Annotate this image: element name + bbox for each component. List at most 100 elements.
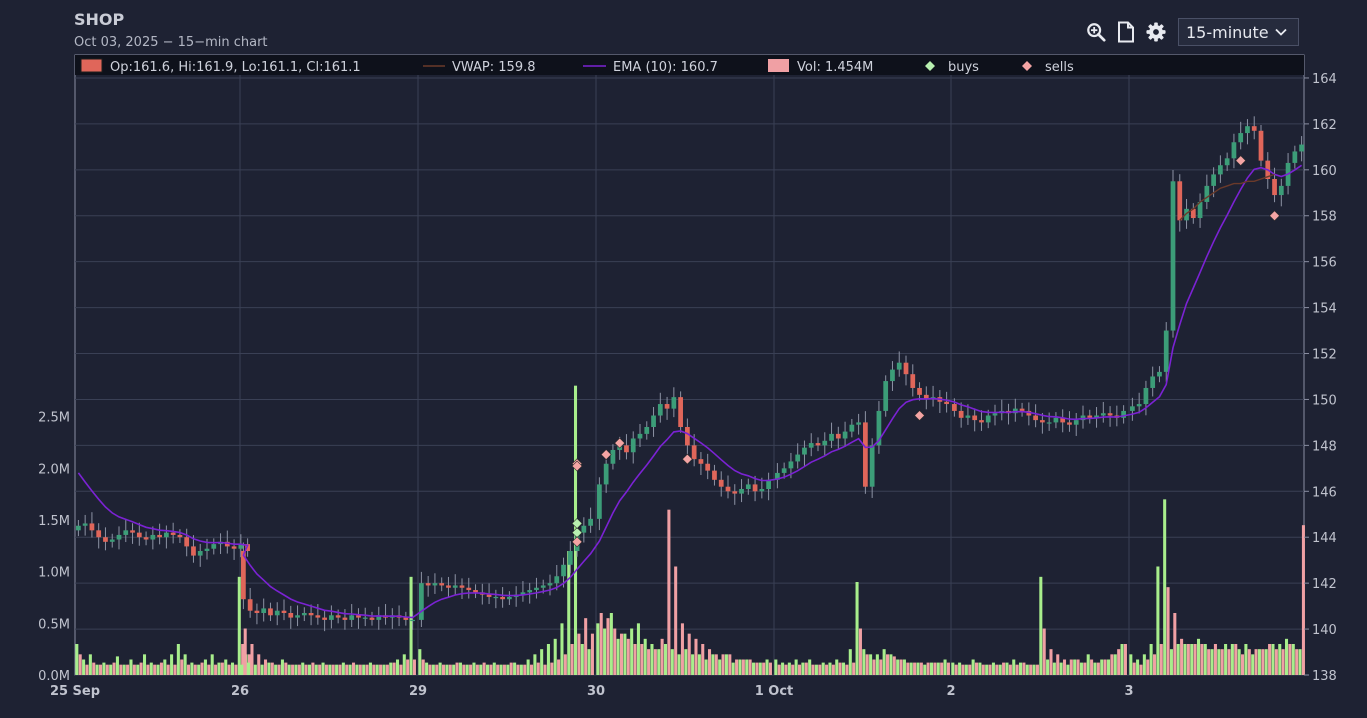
volume-bar-sell bbox=[858, 628, 862, 675]
candle-up bbox=[1292, 151, 1298, 163]
candle-down bbox=[356, 615, 361, 618]
volume-bar-sell bbox=[1301, 525, 1305, 675]
volume-bar-sell bbox=[606, 618, 610, 675]
volume-bar-sell bbox=[1062, 659, 1067, 675]
sell-marker bbox=[614, 437, 626, 449]
volume-bar-sell bbox=[721, 654, 725, 675]
volume-bar-sell bbox=[428, 664, 432, 675]
volume-bar-buy bbox=[958, 662, 962, 675]
candle-down bbox=[342, 617, 348, 620]
buy-marker bbox=[571, 527, 583, 539]
legend-vwap: VWAP: 159.8 bbox=[452, 60, 536, 75]
volume-tick-label: 0.0M bbox=[38, 669, 70, 684]
volume-bar-buy bbox=[122, 664, 126, 675]
volume-bar-sell bbox=[701, 644, 705, 675]
volume-bar-buy bbox=[1244, 644, 1248, 675]
buys-marker-swatch bbox=[925, 61, 935, 71]
volume-bar-buy bbox=[1156, 566, 1160, 675]
volume-bar-buy bbox=[828, 662, 832, 675]
volume-bar-sell bbox=[1186, 644, 1190, 675]
date-tick-label: 29 bbox=[409, 684, 427, 699]
sells-marker-swatch bbox=[1022, 61, 1032, 71]
candle-down bbox=[732, 491, 738, 494]
volume-bar-buy bbox=[526, 659, 530, 675]
volume-bar-buy bbox=[1106, 659, 1111, 675]
candle-down bbox=[903, 362, 909, 375]
volume-bar-buy bbox=[190, 662, 194, 675]
volume-bar-sell bbox=[318, 664, 322, 675]
volume-bar-sell bbox=[755, 662, 759, 675]
volume-bar-sell bbox=[762, 662, 766, 675]
volume-bar-sell bbox=[640, 644, 644, 675]
candle-up bbox=[651, 415, 656, 427]
candle-up bbox=[116, 534, 122, 540]
buy-marker bbox=[571, 518, 583, 529]
volume-bar-buy bbox=[1005, 662, 1009, 675]
price-tick-label: 164 bbox=[1312, 72, 1337, 87]
volume-bar-buy bbox=[1169, 649, 1173, 675]
candle-up bbox=[766, 479, 771, 489]
volume-bar-buy bbox=[362, 664, 366, 675]
volume-bar-buy bbox=[492, 662, 496, 675]
volume-bar-sell bbox=[926, 662, 930, 675]
volume-bar-sell bbox=[365, 664, 369, 675]
volume-bar-buy bbox=[1149, 644, 1153, 675]
volume-bar-buy bbox=[745, 659, 749, 675]
volume-bar-sell bbox=[1227, 649, 1231, 675]
candle-up bbox=[567, 551, 573, 565]
volume-bar-sell bbox=[146, 664, 150, 675]
volume-bar-buy bbox=[1052, 662, 1056, 675]
candle-up bbox=[82, 523, 88, 526]
candle-down bbox=[664, 404, 670, 409]
zoom-in-icon[interactable] bbox=[1086, 22, 1106, 42]
volume-bar-sell bbox=[811, 664, 815, 675]
volume-bar-buy bbox=[1210, 649, 1214, 675]
candle-up bbox=[1053, 417, 1059, 423]
document-icon[interactable] bbox=[1116, 21, 1136, 43]
volume-bar-buy bbox=[409, 576, 413, 675]
indicator-lines bbox=[77, 164, 1303, 619]
candle-down bbox=[685, 427, 690, 446]
volume-bar-buy bbox=[1183, 644, 1187, 675]
volume-bar-sell bbox=[1008, 664, 1012, 675]
candle-up bbox=[547, 583, 553, 586]
candle-up bbox=[1163, 330, 1169, 372]
volume-bar-sell bbox=[1022, 662, 1026, 675]
candle-up bbox=[896, 362, 902, 370]
volume-bar-sell bbox=[1220, 649, 1224, 675]
volume-bar-sell bbox=[98, 664, 103, 675]
candle-up bbox=[520, 592, 526, 595]
candle-down bbox=[712, 470, 717, 480]
date-tick-label: 30 bbox=[587, 684, 605, 699]
volume-bar-sell bbox=[707, 649, 712, 675]
sell-marker bbox=[914, 410, 925, 421]
volume-bar-sell bbox=[680, 623, 684, 675]
interval-select[interactable]: 15-minute bbox=[1178, 18, 1299, 46]
candle-down bbox=[1040, 420, 1045, 423]
volume-bar-buy bbox=[1129, 654, 1133, 675]
volume-bar-sell bbox=[126, 664, 130, 675]
volume-bar-buy bbox=[929, 662, 934, 675]
candle-up bbox=[637, 433, 643, 439]
candle-up bbox=[745, 484, 751, 489]
volume-bar-buy bbox=[156, 664, 160, 675]
volume-bar-sell bbox=[448, 664, 452, 675]
volume-bar-buy bbox=[1224, 644, 1228, 675]
volume-bar-buy bbox=[540, 649, 544, 675]
volume-bar-sell bbox=[227, 664, 231, 675]
volume-bar-buy bbox=[519, 664, 523, 675]
candlesticks bbox=[76, 116, 1304, 632]
volume-bar-buy bbox=[835, 659, 839, 675]
gear-icon[interactable] bbox=[1146, 22, 1166, 42]
volume-bar-buy bbox=[738, 659, 742, 675]
volume-bar-buy bbox=[294, 664, 298, 675]
volume-bar-buy bbox=[485, 664, 490, 675]
volume-bar-sell bbox=[180, 659, 184, 675]
volume-bar-sell bbox=[667, 509, 671, 675]
volume-bar-buy bbox=[1120, 644, 1124, 675]
volume-bar-sell bbox=[412, 659, 416, 675]
volume-bar-sell bbox=[193, 664, 197, 675]
volume-bar-buy bbox=[533, 654, 537, 675]
volume-bar-buy bbox=[1032, 664, 1036, 675]
